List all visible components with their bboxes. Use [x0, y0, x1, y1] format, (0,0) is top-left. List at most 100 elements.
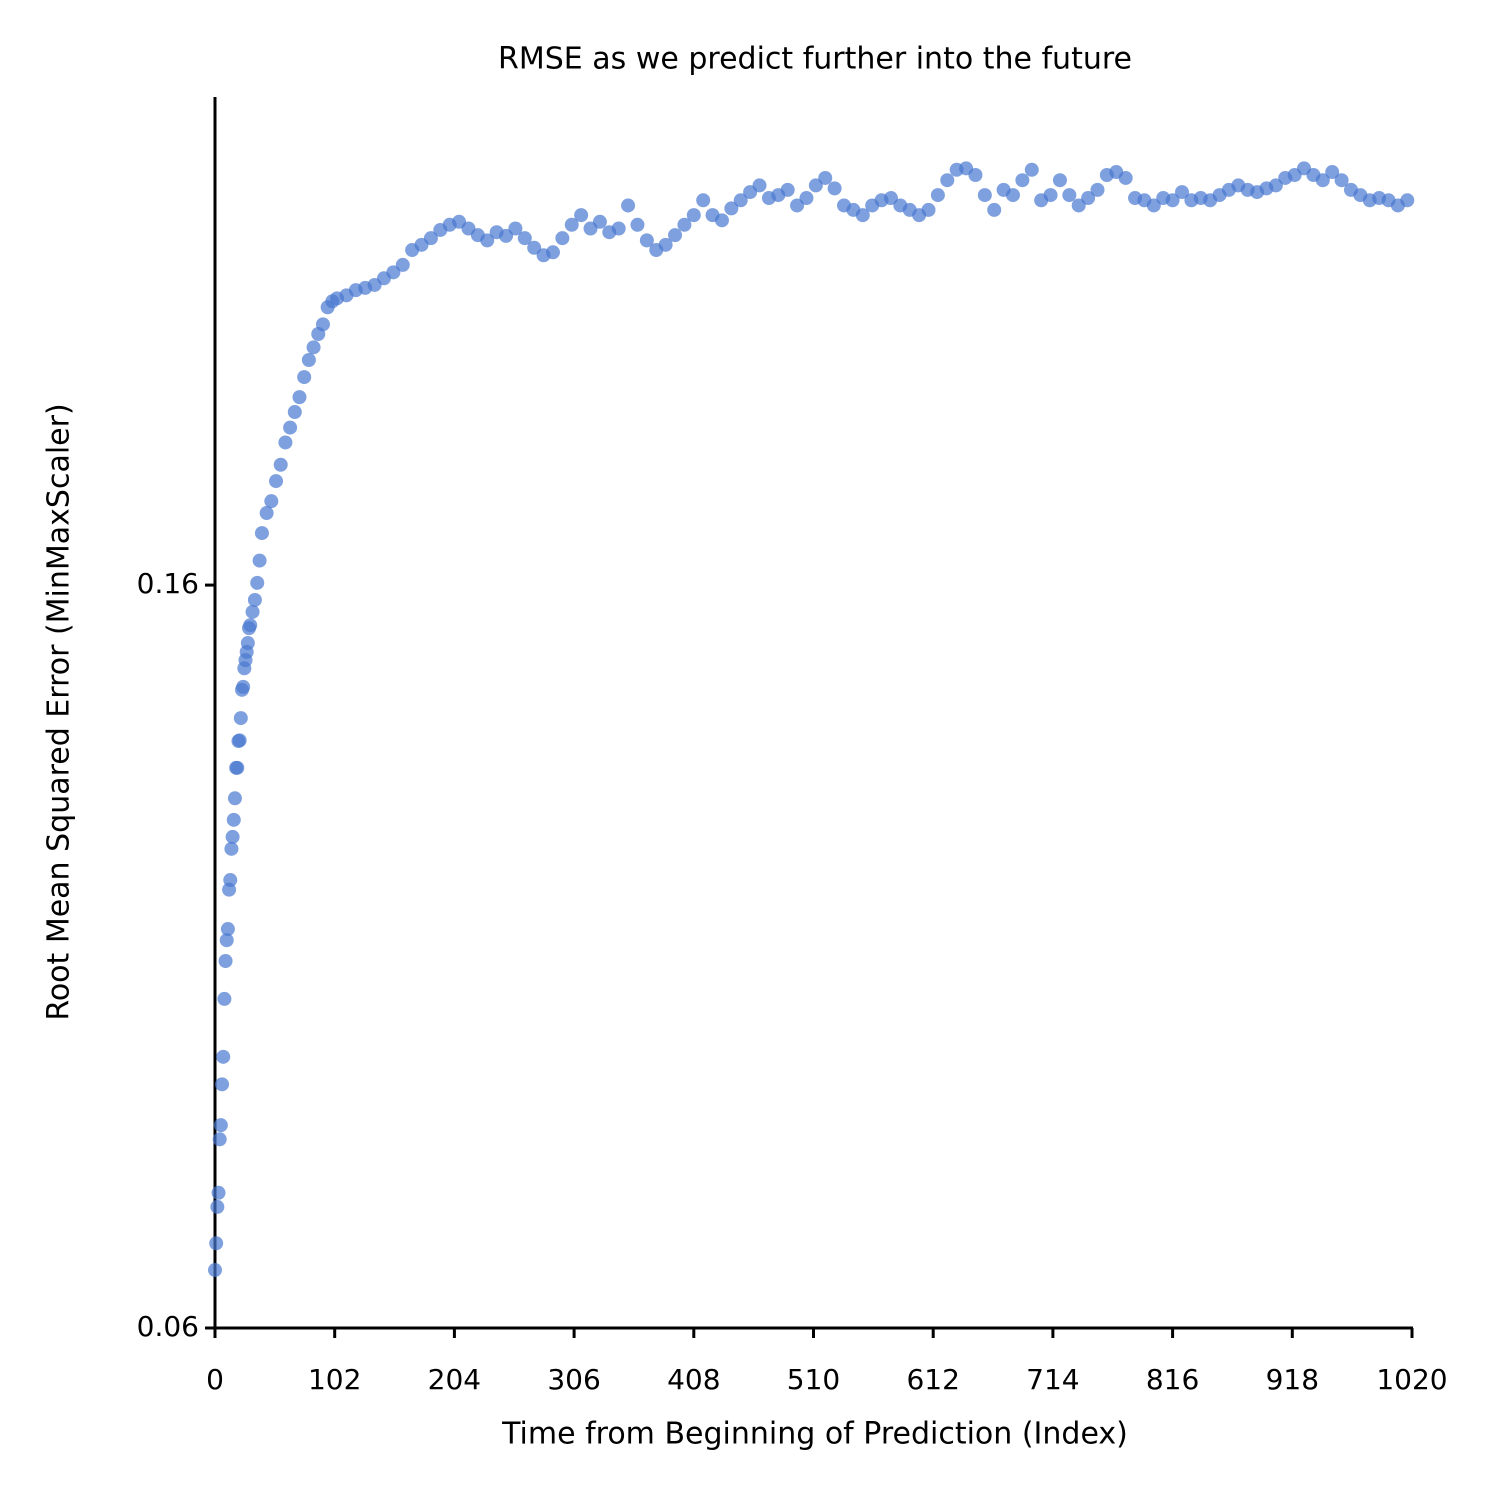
point — [245, 604, 260, 619]
point — [243, 618, 258, 633]
point — [1334, 173, 1349, 188]
point — [233, 711, 248, 726]
point — [1146, 198, 1161, 213]
x-tick-label: 306 — [547, 1363, 600, 1396]
point — [940, 173, 955, 188]
point — [921, 202, 936, 217]
point — [555, 231, 570, 246]
point — [592, 214, 607, 229]
point — [724, 201, 739, 216]
point — [217, 991, 232, 1006]
point — [1090, 182, 1105, 197]
point — [677, 217, 692, 232]
point — [1052, 173, 1067, 188]
point — [301, 352, 316, 367]
point — [264, 494, 279, 509]
point — [714, 213, 729, 228]
point — [224, 841, 239, 856]
point — [226, 812, 241, 827]
point — [250, 575, 265, 590]
point — [1015, 173, 1030, 188]
point — [621, 198, 636, 213]
point — [236, 679, 251, 694]
x-tick-label: 714 — [1026, 1363, 1079, 1396]
point — [668, 228, 683, 243]
point — [259, 506, 274, 521]
x-tick-label: 612 — [906, 1363, 959, 1396]
point — [386, 265, 401, 280]
point — [930, 188, 945, 203]
point — [230, 760, 245, 775]
point — [545, 245, 560, 260]
point — [209, 1236, 224, 1251]
point — [232, 733, 247, 748]
point — [219, 933, 234, 948]
point — [1315, 173, 1330, 188]
y-tick-label: 0.06 — [137, 1310, 199, 1343]
point — [968, 168, 983, 183]
x-tick-label: 0 — [206, 1363, 224, 1396]
point — [630, 217, 645, 232]
point — [240, 636, 255, 651]
point — [211, 1185, 226, 1200]
point — [1268, 178, 1283, 193]
point — [423, 231, 438, 246]
point — [499, 228, 514, 243]
x-tick-label: 918 — [1266, 1363, 1319, 1396]
point — [799, 191, 814, 206]
point — [790, 198, 805, 213]
point — [564, 217, 579, 232]
point — [292, 390, 307, 405]
point — [210, 1199, 225, 1214]
point — [686, 208, 701, 223]
point — [696, 193, 711, 208]
point — [1062, 188, 1077, 203]
point — [611, 221, 626, 236]
x-tick-label: 102 — [308, 1363, 361, 1396]
point — [252, 553, 267, 568]
point — [220, 922, 235, 937]
x-tick-label: 1020 — [1376, 1363, 1447, 1396]
point — [223, 873, 238, 888]
point — [517, 231, 532, 246]
point — [213, 1118, 228, 1133]
point — [987, 202, 1002, 217]
point — [1325, 165, 1340, 180]
point — [1024, 162, 1039, 177]
point — [395, 257, 410, 272]
point — [227, 791, 242, 806]
point — [1043, 188, 1058, 203]
point — [818, 170, 833, 185]
point — [883, 191, 898, 206]
point — [208, 1263, 222, 1278]
point — [225, 829, 240, 844]
point — [855, 208, 870, 223]
y-tick-label: 0.16 — [137, 567, 199, 600]
point — [780, 182, 795, 197]
point — [827, 181, 842, 196]
point — [752, 178, 767, 193]
x-axis-label: Time from Beginning of Prediction (Index… — [501, 1417, 1128, 1452]
point — [212, 1132, 227, 1147]
x-tick-label: 816 — [1146, 1363, 1199, 1396]
y-axis-label: Root Mean Squared Error (MinMaxScaler) — [42, 403, 77, 1020]
point — [218, 954, 233, 969]
point — [733, 193, 748, 208]
point — [287, 404, 302, 419]
point — [574, 208, 589, 223]
point — [658, 237, 673, 252]
x-tick-label: 408 — [667, 1363, 720, 1396]
x-tick-label: 204 — [428, 1363, 481, 1396]
point — [297, 370, 312, 385]
point — [273, 457, 288, 472]
point — [639, 233, 654, 248]
point — [306, 340, 321, 355]
point — [215, 1077, 230, 1092]
point — [247, 592, 262, 607]
point — [977, 188, 992, 203]
point — [527, 240, 542, 255]
point — [1118, 170, 1133, 185]
point — [216, 1049, 231, 1064]
point — [508, 221, 523, 236]
